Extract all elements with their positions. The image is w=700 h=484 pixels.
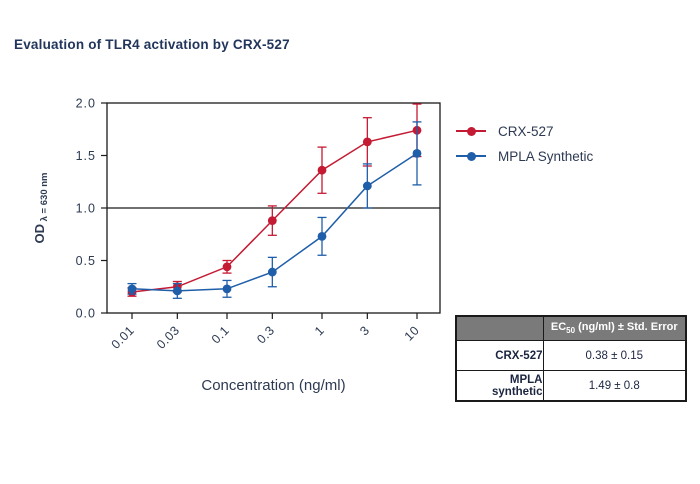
ec50-suffix: (ng/ml) ± Std. Error bbox=[575, 321, 678, 334]
table-header-ec50: EC50 (ng/ml) ± Std. Error bbox=[542, 315, 687, 341]
chart-legend: CRX-527 MPLA Synthetic bbox=[456, 121, 593, 166]
x-tick-label: 0.1 bbox=[209, 323, 232, 346]
legend-item-crx-527: CRX-527 bbox=[456, 121, 593, 141]
chart-svg: 0.0 0.5 1.0 1.5 2.0 0.01 0.03 0.1 0.3 1 3 10 Concent… bbox=[32, 97, 441, 394]
row-label: MPLA synthetic bbox=[455, 370, 544, 402]
ec50-table: EC50 (ng/ml) ± Std. Error CRX-527 0.38 ±… bbox=[455, 315, 687, 402]
data-point bbox=[267, 216, 277, 226]
legend-dot-icon bbox=[466, 151, 476, 161]
series-line bbox=[131, 129, 418, 293]
table-row-mpla-synthetic: MPLA synthetic 1.49 ± 0.8 bbox=[455, 370, 687, 402]
y-tick-label: 0.5 bbox=[76, 254, 96, 268]
data-point bbox=[222, 262, 232, 272]
y-tick-label: 0.0 bbox=[76, 307, 96, 321]
legend-label: CRX-527 bbox=[498, 123, 554, 139]
data-point bbox=[317, 165, 327, 175]
legend-marker-icon bbox=[456, 151, 486, 161]
legend-item-mpla-synthetic: MPLA Synthetic bbox=[456, 146, 593, 166]
y-axis-title: OD λ = 630 nm bbox=[32, 173, 50, 244]
table-corner-cell bbox=[455, 315, 544, 341]
page-title: Evaluation of TLR4 activation by CRX-527 bbox=[14, 37, 290, 52]
ec50-prefix: EC bbox=[550, 321, 567, 334]
series-crx-527 bbox=[127, 103, 422, 297]
x-tick-label: 1 bbox=[312, 323, 327, 338]
data-point bbox=[317, 231, 327, 241]
row-label: CRX-527 bbox=[455, 340, 544, 371]
data-point bbox=[267, 267, 277, 277]
legend-label: MPLA Synthetic bbox=[498, 148, 594, 164]
y-tick-label: 1.0 bbox=[76, 202, 96, 216]
x-axis-title: Concentration (ng/ml) bbox=[201, 377, 345, 394]
data-point bbox=[222, 284, 232, 294]
series-mpla-synthetic bbox=[127, 121, 422, 299]
table-header-row: EC50 (ng/ml) ± Std. Error bbox=[455, 315, 687, 341]
y-tick-label: 2.0 bbox=[76, 97, 96, 111]
row-value: 0.38 ± 0.15 bbox=[542, 340, 687, 371]
legend-marker-icon bbox=[456, 126, 486, 136]
x-axis: 0.01 0.03 0.1 0.3 1 3 10 bbox=[109, 313, 422, 352]
ec50-subscript: 50 bbox=[566, 326, 576, 336]
data-point bbox=[172, 286, 182, 296]
row-value: 1.49 ± 0.8 bbox=[542, 370, 687, 402]
x-tick-label: 0.3 bbox=[254, 323, 277, 346]
x-tick-label: 0.03 bbox=[154, 323, 183, 352]
x-tick-label: 3 bbox=[357, 323, 372, 338]
x-tick-label: 10 bbox=[402, 323, 422, 343]
table-row-crx-527: CRX-527 0.38 ± 0.15 bbox=[455, 340, 687, 371]
legend-dot-icon bbox=[466, 126, 476, 136]
data-point bbox=[362, 181, 372, 191]
x-tick-label: 0.01 bbox=[109, 323, 138, 352]
data-point bbox=[127, 284, 137, 294]
y-axis: 0.0 0.5 1.0 1.5 2.0 bbox=[76, 97, 107, 321]
y-tick-label: 1.5 bbox=[76, 149, 96, 163]
data-point bbox=[362, 137, 372, 147]
data-point bbox=[412, 149, 422, 158]
